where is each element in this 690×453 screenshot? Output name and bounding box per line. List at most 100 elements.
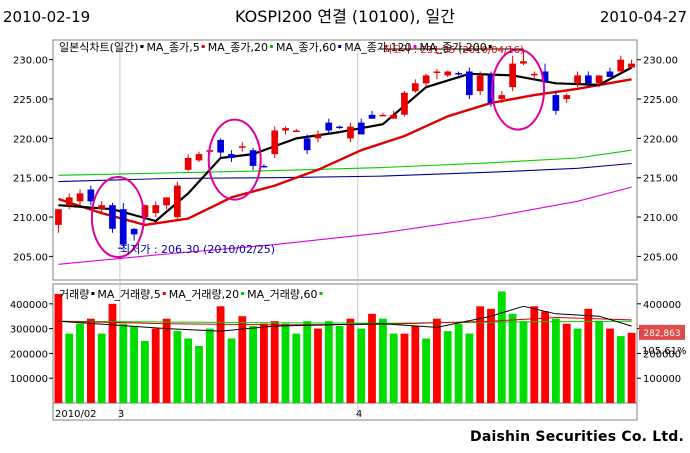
volume-bar [65,333,74,403]
price-legend-item: MA_종가,5 [146,41,199,54]
legend-swatch [269,45,273,48]
highlight-circle [491,48,546,131]
volume-bar [216,306,225,403]
volume-bar [562,323,571,403]
candle [347,126,354,139]
volume-bar [173,331,182,403]
candle [76,193,84,202]
candle [325,122,333,131]
volume-bar [54,293,63,403]
price-ma-line [58,149,632,176]
candle [466,71,473,96]
volume-tick-label-left: 300000 [10,325,48,336]
candle [520,61,527,64]
volume-bar [541,311,549,403]
volume-bar [184,338,193,403]
price-legend-title: 일본식차트(일간) [59,40,138,54]
candle [87,189,95,202]
volume-tick-label-left: 200000 [10,349,48,360]
volume-bar [260,323,268,403]
volume-bar [411,326,420,403]
price-tick-label-left: 225.00 [13,95,48,106]
candle [141,205,149,217]
price-tick-label-left: 210.00 [13,213,48,224]
x-axis-frame [52,402,638,421]
volume-bar [465,333,474,403]
candle [541,71,549,82]
volume-bar [151,328,160,403]
candle [563,95,571,99]
volume-tick-label-right: 100000 [643,374,681,385]
volume-bar [227,338,236,403]
volume-bar [303,321,312,403]
candle [109,205,116,229]
volume-bar [97,333,106,403]
candle [98,205,105,210]
volume-legend: 거래량 MA_거래량,5 MA_거래량,20 MA_거래량,60 [59,288,323,301]
current-volume-box [639,324,685,340]
candle [357,122,365,135]
volume-bar [195,346,203,403]
volume-tick-label-right: 200000 [643,349,681,360]
volume-bar [270,321,279,403]
price-tick-label-left: 205.00 [13,252,48,263]
volume-bar [389,333,398,403]
price-tick-label-left: 215.00 [13,174,48,185]
price-tick-label-left: 230.00 [13,56,48,67]
candle [217,139,224,153]
volume-bar [595,321,604,403]
volume-bar [205,328,214,403]
candle [487,75,495,103]
volume-bar [76,323,84,403]
candle [65,197,73,206]
legend-swatch [162,292,166,295]
x-axis-label: 3 [118,409,124,420]
volume-bar [292,333,301,403]
candle [574,75,581,84]
candle [433,71,441,73]
candle [606,71,614,77]
volume-panel-frame [52,283,638,404]
volume-bar [497,291,506,403]
volume-bar [141,341,149,403]
volume-legend-item: MA_거래량,5 [97,288,160,301]
low-annotation: 최저가 : 206.30 (2010/02/25) [120,243,275,256]
volume-bar [119,323,128,403]
volume-bar [87,318,95,403]
candle [119,209,127,245]
candle [498,95,506,99]
candle [174,185,181,218]
volume-ma-line [58,305,632,332]
volume-bar [616,336,625,403]
legend-swatch [91,292,95,295]
volume-bar [508,313,517,404]
volume-bar [584,308,593,403]
volume-bar [422,338,430,403]
volume-bar [357,328,366,403]
candle [595,75,603,84]
legend-swatch [319,292,323,295]
x-axis-label: 4 [356,409,362,420]
chart-title: KOSPI200 연결 (10100), 일간 [235,7,455,26]
current-volume-ratio: 105.61% [642,346,687,357]
legend-swatch [413,45,417,48]
candle [228,154,235,158]
candle [628,63,635,68]
price-tick-label-right: 230.00 [643,56,678,67]
candle [336,126,343,129]
volume-ma-line [58,320,632,324]
volume-bar [433,318,441,403]
candle [552,95,560,111]
legend-swatch [241,292,245,295]
candle [55,209,62,225]
price-ma-line [58,78,632,227]
price-legend-item: MA_종가,200 [419,41,486,54]
price-legend-item: MA_종가,20 [208,41,268,54]
volume-bar [238,316,247,403]
candle [303,138,311,151]
candle [184,158,192,170]
end-date: 2010-04-27 [599,8,687,26]
candle [195,154,203,161]
volume-bar [573,328,582,403]
